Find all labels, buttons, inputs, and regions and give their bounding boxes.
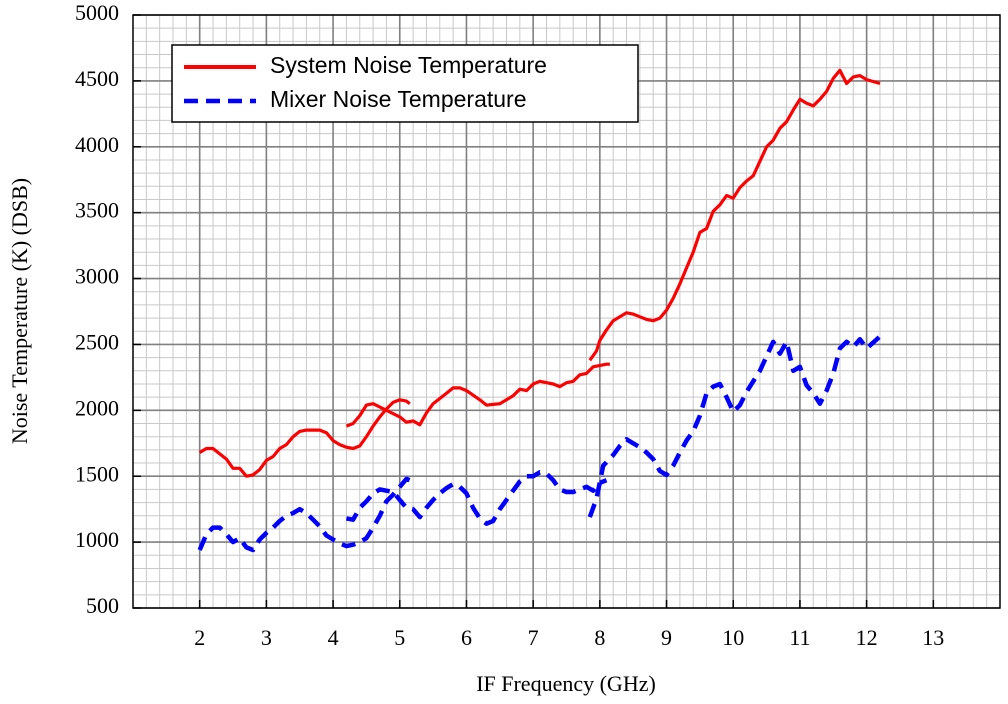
- legend-label: Mixer Noise Temperature: [270, 86, 527, 112]
- x-tick-label: 4: [328, 625, 339, 650]
- x-tick-label: 6: [461, 625, 472, 650]
- y-tick-label: 2500: [75, 329, 119, 354]
- series-line: [198, 68, 881, 478]
- y-tick-label: 4500: [75, 66, 119, 91]
- y-tick-label: 500: [86, 593, 119, 618]
- x-tick-label: 12: [856, 625, 878, 650]
- y-tick-label: 1000: [75, 527, 119, 552]
- plot-frame: [132, 14, 1001, 609]
- ticks: 2 3 4 5 6 7 8 9 10 11 12 13 500 1000 1500 2000 2500 3000 3…: [75, 0, 944, 650]
- x-tick-label: 11: [789, 625, 810, 650]
- x-tick-label: 3: [261, 625, 272, 650]
- y-tick-label: 3500: [75, 198, 119, 223]
- x-axis-label: IF Frequency (GHz): [476, 671, 656, 696]
- y-tick-label: 3000: [75, 264, 119, 289]
- x-tick-label: 7: [528, 625, 539, 650]
- legend: System Noise Temperature Mixer Noise Temp…: [184, 52, 547, 112]
- series-line: [197, 334, 882, 553]
- legend-box: [171, 44, 639, 123]
- x-tick-label: 8: [594, 625, 605, 650]
- y-tick-label: 5000: [75, 0, 119, 25]
- x-tick-label: 10: [722, 625, 744, 650]
- x-tick-label: 9: [661, 625, 672, 650]
- legend-label: System Noise Temperature: [270, 52, 547, 78]
- x-tick-label: 13: [922, 625, 944, 650]
- plot-lines: [197, 68, 882, 553]
- x-tick-label: 2: [194, 625, 205, 650]
- y-tick-label: 4000: [75, 132, 119, 157]
- y-tick-label: 1500: [75, 461, 119, 486]
- y-axis-label: Noise Temperature (K) (DSB): [7, 178, 32, 444]
- y-tick-label: 2000: [75, 395, 119, 420]
- x-tick-label: 5: [394, 625, 405, 650]
